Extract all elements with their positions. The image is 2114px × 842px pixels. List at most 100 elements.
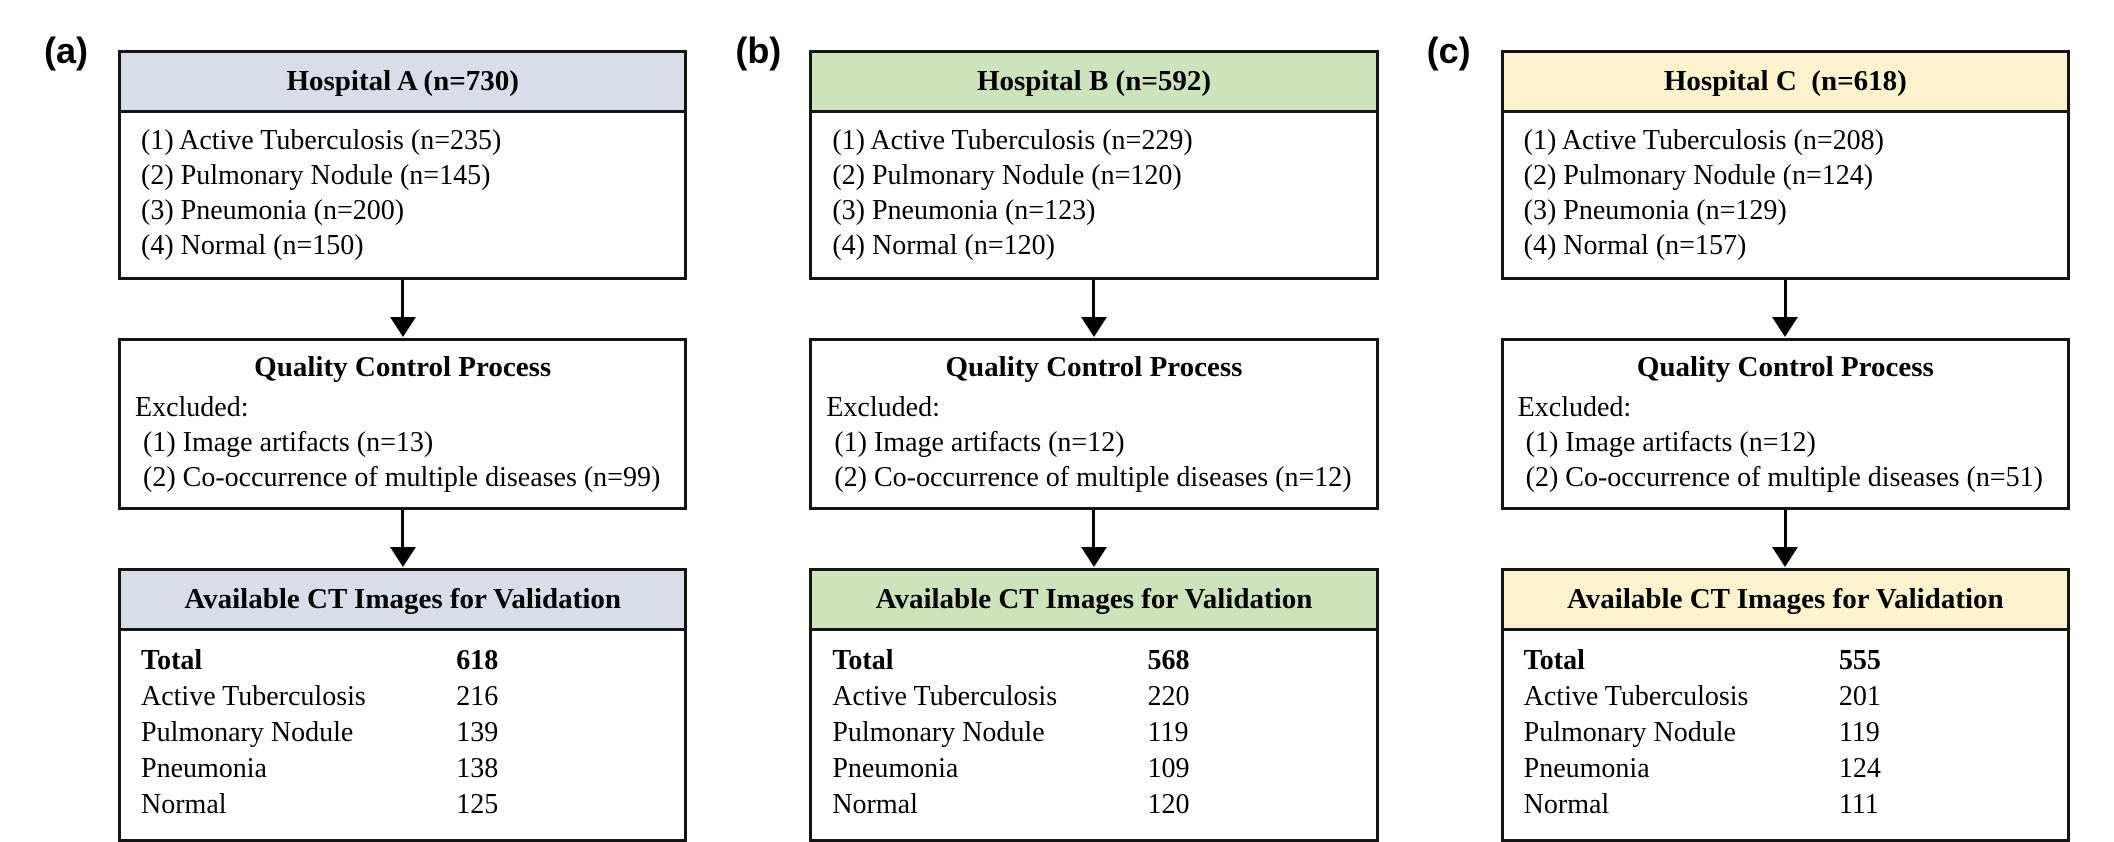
down-arrow <box>1092 280 1096 318</box>
cohort-item: (1) Active Tuberculosis (n=208) <box>1523 125 1884 156</box>
excluded-label: Excluded: <box>826 392 940 423</box>
row-value: 216 <box>456 681 499 712</box>
row-value: 120 <box>1147 789 1190 820</box>
cohort-item: (4) Normal (n=157) <box>1523 230 1747 261</box>
row-label: Pulmonary Nodule <box>141 717 354 748</box>
excluded-label: Excluded: <box>1517 392 1632 423</box>
cohort-item: (2) Pulmonary Nodule (n=145) <box>141 160 491 191</box>
hospital-a-title: Hospital A (n=730) <box>121 53 685 113</box>
hospital-b-cohort-list: (1) Active Tuberculosis (n=229) (2) Pulm… <box>812 113 1375 277</box>
cohort-item: (2) Pulmonary Nodule (n=124) <box>1523 160 1874 191</box>
cohort-item: (4) Normal (n=150) <box>141 230 364 261</box>
panel-b: (b) Hospital B (n=592) (1) Active Tuberc… <box>735 24 1379 842</box>
row-label: Normal <box>832 789 918 820</box>
table-row: Normal 120 <box>812 787 1375 823</box>
table-row: Pneumonia 109 <box>812 751 1375 787</box>
row-value: 111 <box>1838 789 1879 820</box>
table-row: Total 568 <box>812 643 1375 679</box>
row-value: 139 <box>456 717 499 748</box>
table-row: Pneumonia 124 <box>1504 751 2067 787</box>
row-label: Pulmonary Nodule <box>832 717 1045 748</box>
excluded-item: (2) Co-occurrence of multiple diseases (… <box>1525 462 2043 493</box>
table-row: Pulmonary Nodule 119 <box>1504 715 2067 751</box>
row-label: Total <box>1523 645 1585 676</box>
down-arrow <box>1783 510 1787 548</box>
panel-a-flow: Hospital A (n=730) (1) Active Tuberculos… <box>118 24 688 842</box>
table-row: Pneumonia 138 <box>121 751 684 787</box>
quality-control-b-box: Quality Control Process Excluded: (1) Im… <box>809 338 1379 510</box>
down-arrow <box>401 280 405 318</box>
panel-b-flow: Hospital B (n=592) (1) Active Tuberculos… <box>809 24 1379 842</box>
hospital-c-cohort-list: (1) Active Tuberculosis (n=208) (2) Pulm… <box>1504 113 2067 277</box>
validation-c-box: Available CT Images for Validation Total… <box>1500 568 2070 842</box>
row-label: Normal <box>141 789 227 820</box>
row-value: 555 <box>1838 645 1881 676</box>
excluded-item: (2) Co-occurrence of multiple diseases (… <box>143 462 661 493</box>
cohort-item: (2) Pulmonary Nodule (n=120) <box>832 160 1182 191</box>
row-label: Pneumonia <box>832 753 959 784</box>
validation-title: Available CT Images for Validation <box>1503 571 2067 631</box>
cohort-item: (3) Pneumonia (n=123) <box>832 195 1096 226</box>
row-value: 568 <box>1147 645 1190 676</box>
table-row: Normal 111 <box>1504 787 2067 823</box>
down-arrow <box>1783 280 1787 318</box>
row-label: Active Tuberculosis <box>141 681 366 712</box>
quality-control-title: Quality Control Process <box>945 351 1243 383</box>
cohort-item: (4) Normal (n=120) <box>832 230 1055 261</box>
row-value: 138 <box>456 753 499 784</box>
quality-control-c-box: Quality Control Process Excluded: (1) Im… <box>1500 338 2070 510</box>
table-row: Normal 125 <box>121 787 684 823</box>
row-label: Pulmonary Nodule <box>1523 717 1736 748</box>
row-label: Active Tuberculosis <box>832 681 1058 712</box>
panel-a: (a) Hospital A (n=730) (1) Active Tuberc… <box>44 24 688 842</box>
hospital-c-title: Hospital C (n=618) <box>1503 53 2067 113</box>
row-label: Total <box>832 645 894 676</box>
validation-title: Available CT Images for Validation <box>812 571 1376 631</box>
row-value: 119 <box>1838 717 1880 748</box>
excluded-item: (1) Image artifacts (n=12) <box>834 427 1125 458</box>
hospital-b-box: Hospital B (n=592) (1) Active Tuberculos… <box>809 50 1379 280</box>
row-label: Pneumonia <box>141 753 267 784</box>
row-value: 119 <box>1147 717 1189 748</box>
cohort-item: (3) Pneumonia (n=200) <box>141 195 405 226</box>
table-row: Active Tuberculosis 201 <box>1504 679 2067 715</box>
panel-c-label: (c) <box>1426 30 1471 71</box>
quality-control-title: Quality Control Process <box>1636 351 1934 383</box>
excluded-item: (1) Image artifacts (n=13) <box>143 427 434 458</box>
row-value: 201 <box>1838 681 1881 712</box>
excluded-label: Excluded: <box>135 392 249 423</box>
row-value: 124 <box>1838 753 1881 784</box>
cohort-item: (1) Active Tuberculosis (n=229) <box>832 125 1193 156</box>
panel-b-label: (b) <box>735 30 782 71</box>
hospital-b-title: Hospital B (n=592) <box>812 53 1376 113</box>
validation-title: Available CT Images for Validation <box>121 571 685 631</box>
row-label: Total <box>141 645 203 676</box>
panel-c: (c) Hospital C (n=618) (1) Active Tuberc… <box>1426 24 2070 842</box>
table-row: Active Tuberculosis 216 <box>121 679 684 715</box>
row-value: 220 <box>1147 681 1190 712</box>
table-row: Total 555 <box>1504 643 2067 679</box>
hospital-a-cohort-list: (1) Active Tuberculosis (n=235) (2) Pulm… <box>121 113 684 277</box>
row-label: Normal <box>1523 789 1610 820</box>
quality-control-title: Quality Control Process <box>254 351 552 383</box>
cohort-item: (1) Active Tuberculosis (n=235) <box>141 125 502 156</box>
table-row: Active Tuberculosis 220 <box>812 679 1375 715</box>
row-value: 618 <box>456 645 499 676</box>
validation-table: Total 618 Active Tuberculosis 216 Pulmon… <box>121 631 684 839</box>
validation-a-box: Available CT Images for Validation Total… <box>118 568 688 842</box>
validation-table: Total 555 Active Tuberculosis 201 Pulmon… <box>1504 631 2067 839</box>
quality-control-a-box: Quality Control Process Excluded: (1) Im… <box>118 338 688 510</box>
table-row: Pulmonary Nodule 119 <box>812 715 1375 751</box>
validation-table: Total 568 Active Tuberculosis 220 Pulmon… <box>812 631 1375 839</box>
cohort-item: (3) Pneumonia (n=129) <box>1523 195 1787 226</box>
excluded-item: (2) Co-occurrence of multiple diseases (… <box>834 462 1352 493</box>
down-arrow <box>401 510 405 548</box>
down-arrow <box>1092 510 1096 548</box>
validation-b-box: Available CT Images for Validation Total… <box>809 568 1379 842</box>
panel-a-label: (a) <box>44 30 88 71</box>
row-value: 125 <box>456 789 499 820</box>
row-label: Pneumonia <box>1523 753 1650 784</box>
row-value: 109 <box>1147 753 1190 784</box>
row-label: Active Tuberculosis <box>1523 681 1749 712</box>
